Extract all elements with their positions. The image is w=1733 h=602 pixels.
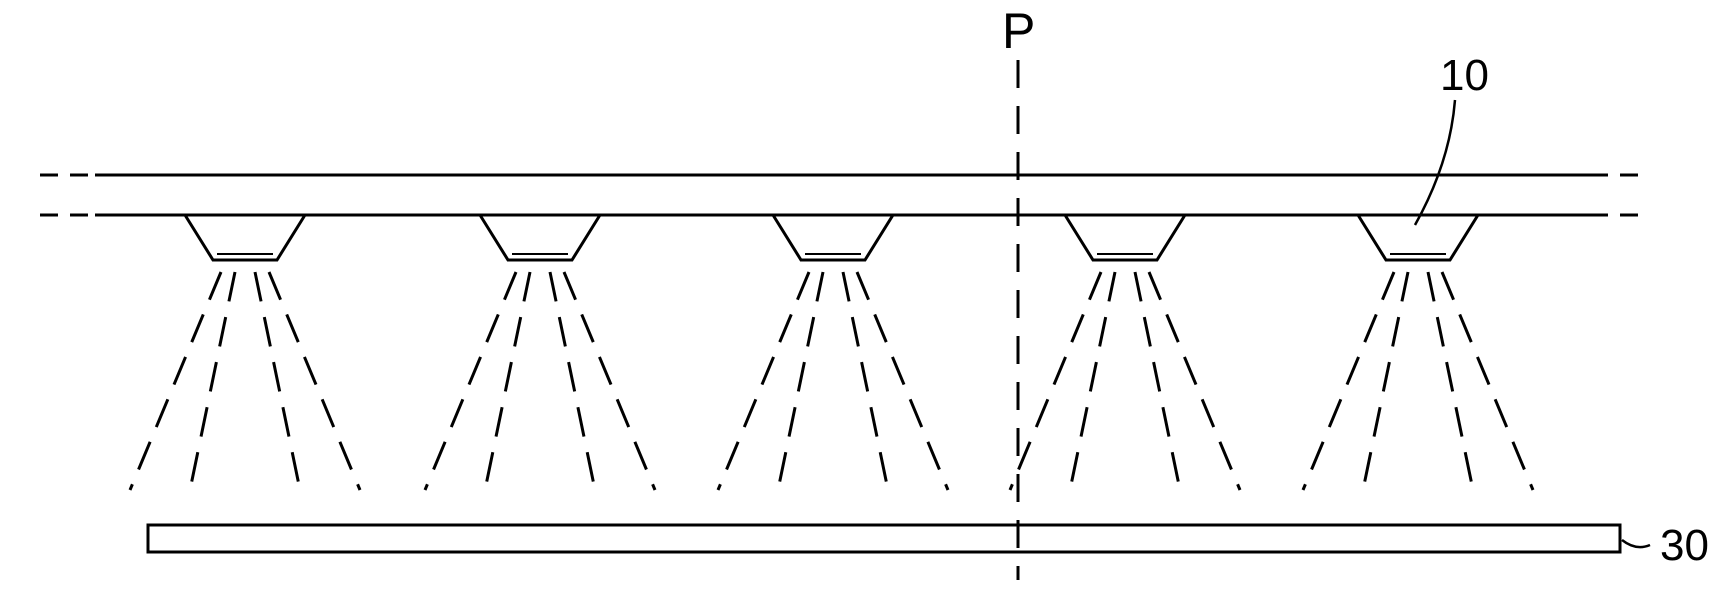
spray-line-3 [1149, 272, 1240, 490]
label-N10: 10 [1440, 51, 1489, 100]
substrate [148, 525, 1620, 552]
spray-line-0 [130, 272, 221, 490]
spray-line-0 [1010, 272, 1101, 490]
spray-line-0 [718, 272, 809, 490]
label-N30: 30 [1660, 521, 1709, 570]
spray-line-0 [1303, 272, 1394, 490]
spray-1 [425, 272, 655, 490]
leader-30 [1622, 540, 1650, 547]
spray-line-1 [1363, 272, 1408, 490]
spray-line-2 [255, 272, 300, 490]
spray-line-3 [1442, 272, 1533, 490]
nozzle-0 [185, 215, 305, 260]
spray-4 [1303, 272, 1533, 490]
spray-line-1 [485, 272, 530, 490]
nozzle-1 [480, 215, 600, 260]
spray-line-1 [190, 272, 235, 490]
spray-line-2 [550, 272, 595, 490]
spray-line-0 [425, 272, 516, 490]
spray-line-3 [269, 272, 360, 490]
spray-line-2 [1135, 272, 1180, 490]
spray-line-2 [843, 272, 888, 490]
label-P: P [1002, 3, 1035, 59]
spray-line-1 [778, 272, 823, 490]
leader-10 [1415, 100, 1455, 225]
spray-2 [718, 272, 948, 490]
spray-0 [130, 272, 360, 490]
nozzle-3 [1065, 215, 1185, 260]
spray-line-2 [1428, 272, 1473, 490]
spray-line-3 [857, 272, 948, 490]
spray-line-1 [1070, 272, 1115, 490]
spray-3 [1010, 272, 1240, 490]
spray-line-3 [564, 272, 655, 490]
nozzle-2 [773, 215, 893, 260]
technical-diagram: P 10 30 [0, 0, 1733, 602]
